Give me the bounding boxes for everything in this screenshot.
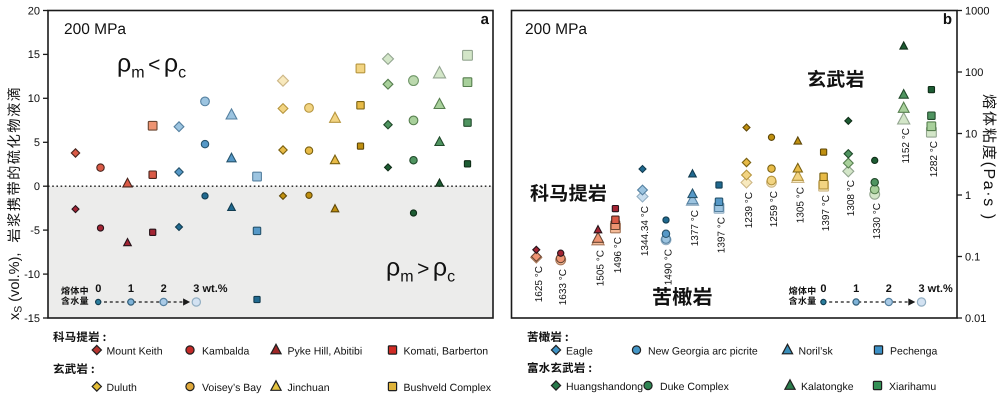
- svg-text:5: 5: [34, 137, 40, 149]
- svg-text:1330 °C: 1330 °C: [872, 203, 883, 239]
- svg-text:0: 0: [34, 181, 40, 193]
- svg-text:1496 °C: 1496 °C: [613, 237, 624, 273]
- svg-text:Huangshandong: Huangshandong: [566, 381, 643, 393]
- svg-text:1239 °C: 1239 °C: [744, 192, 755, 228]
- svg-text:1152 °C: 1152 °C: [901, 128, 912, 164]
- svg-text:xS (vol.%),: xS (vol.%),: [7, 253, 25, 320]
- svg-text:ρm<ρc: ρm < ρc: [117, 50, 186, 82]
- svg-text:1259 °C: 1259 °C: [769, 191, 780, 227]
- svg-text:Eagle: Eagle: [566, 346, 593, 358]
- svg-text:1308 °C: 1308 °C: [846, 180, 857, 216]
- svg-text:0: 0: [95, 283, 101, 295]
- svg-text:Pechenga: Pechenga: [890, 346, 937, 358]
- svg-text:Mount Keith: Mount Keith: [107, 346, 163, 358]
- svg-text:Voisey’s Bay: Voisey’s Bay: [202, 382, 262, 394]
- svg-text:10: 10: [28, 93, 40, 105]
- svg-text:Jinchuan: Jinchuan: [288, 382, 330, 394]
- svg-text:0.1: 0.1: [965, 251, 980, 263]
- svg-text:Kambalda: Kambalda: [202, 346, 249, 358]
- svg-text:Noril’sk: Noril’sk: [799, 346, 834, 358]
- svg-text:1397 °C: 1397 °C: [821, 195, 832, 231]
- svg-text:1: 1: [128, 283, 134, 295]
- svg-text:Pyke Hill, Abitibi: Pyke Hill, Abitibi: [288, 346, 363, 358]
- svg-text:15: 15: [28, 49, 40, 61]
- svg-text:1490 °C: 1490 °C: [664, 249, 675, 285]
- svg-text:1305 °C: 1305 °C: [795, 187, 806, 223]
- svg-text:-5: -5: [30, 225, 40, 237]
- svg-text:Bushveld Complex: Bushveld Complex: [404, 382, 492, 394]
- svg-text:0: 0: [820, 283, 826, 295]
- svg-text:1397 °C: 1397 °C: [717, 217, 728, 253]
- svg-text:Komati, Barberton: Komati, Barberton: [404, 346, 489, 358]
- svg-text:1633 °C: 1633 °C: [558, 269, 569, 305]
- svg-text:2: 2: [161, 283, 167, 295]
- svg-text:Duluth: Duluth: [107, 382, 138, 394]
- svg-text:1625 °C: 1625 °C: [534, 266, 545, 302]
- svg-text:1: 1: [853, 283, 859, 295]
- svg-text:1: 1: [965, 190, 971, 202]
- svg-text:1282 °C: 1282 °C: [929, 141, 940, 177]
- svg-text:1344.34 °C: 1344.34 °C: [640, 206, 651, 256]
- svg-text:1505 °C: 1505 °C: [596, 250, 607, 286]
- svg-text:200 MPa: 200 MPa: [64, 21, 126, 38]
- svg-text:Duke Complex: Duke Complex: [660, 381, 730, 393]
- svg-text:10: 10: [965, 128, 977, 140]
- svg-text:New Georgia arc picrite: New Georgia arc picrite: [648, 346, 758, 358]
- svg-text:100: 100: [965, 67, 983, 79]
- svg-text:a: a: [481, 11, 490, 28]
- svg-text:200 MPa: 200 MPa: [525, 21, 587, 38]
- svg-text:3 wt.%: 3 wt.%: [193, 283, 227, 295]
- svg-text:2: 2: [886, 283, 892, 295]
- svg-text:-10: -10: [24, 269, 40, 281]
- svg-text:b: b: [943, 11, 952, 28]
- svg-text:3 wt.%: 3 wt.%: [919, 283, 953, 295]
- svg-text:ρm>ρc: ρm > ρc: [386, 254, 455, 286]
- svg-text:1000: 1000: [965, 5, 989, 17]
- svg-text:0.01: 0.01: [965, 313, 986, 325]
- svg-text:Xiarihamu: Xiarihamu: [889, 381, 936, 393]
- svg-text:20: 20: [28, 5, 40, 17]
- svg-text:Kalatongke: Kalatongke: [801, 381, 854, 393]
- svg-text:1377 °C: 1377 °C: [690, 210, 701, 246]
- svg-text:-15: -15: [24, 313, 40, 325]
- svg-text:(Pa·s ): (Pa·s ): [980, 162, 997, 221]
